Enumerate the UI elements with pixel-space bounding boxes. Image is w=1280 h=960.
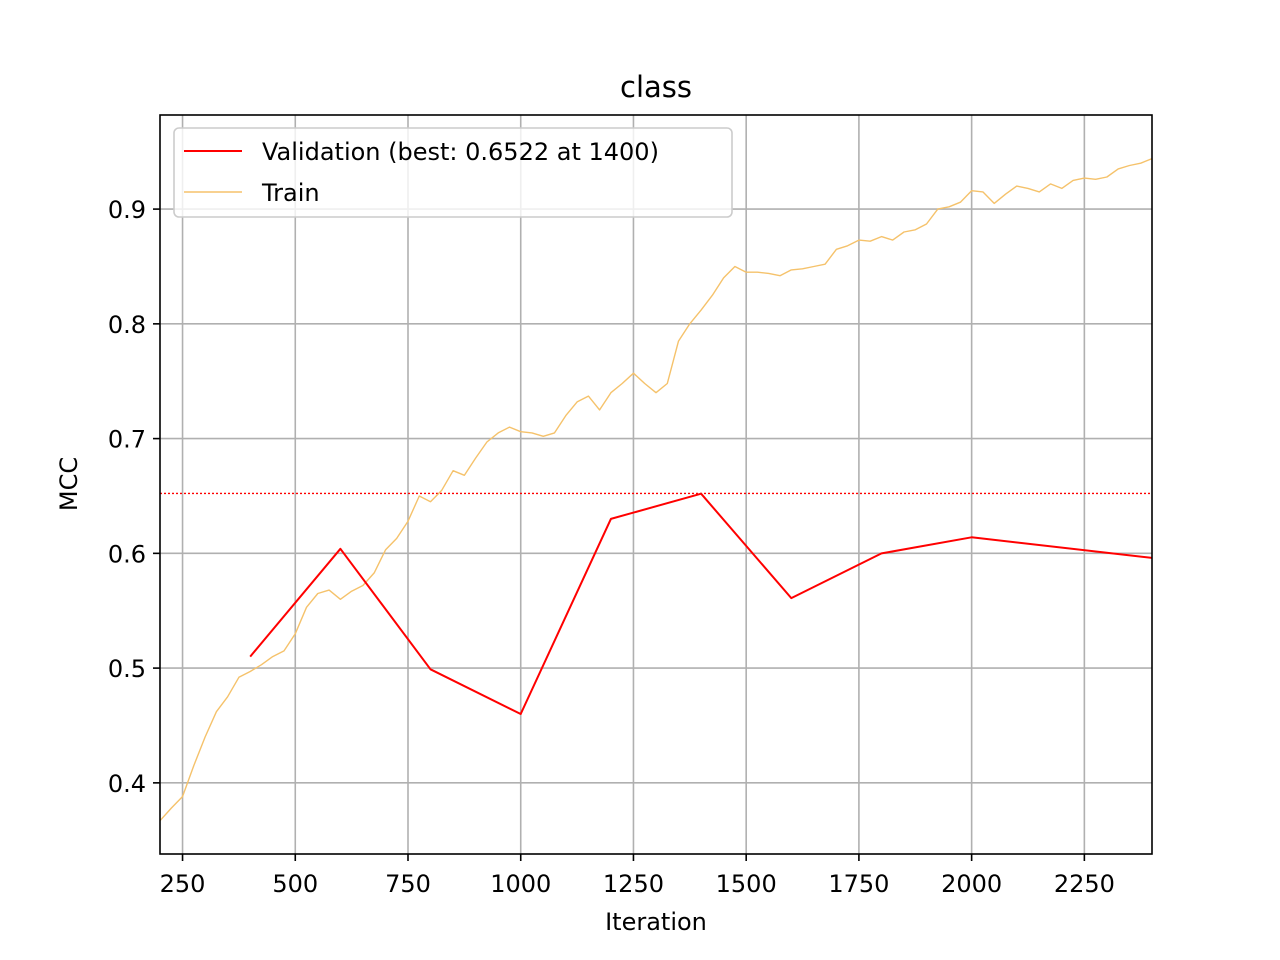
x-tick-label: 1750: [828, 870, 889, 898]
y-tick-label: 0.8: [108, 311, 146, 339]
x-tick-label: 2250: [1054, 870, 1115, 898]
y-tick-label: 0.9: [108, 196, 146, 224]
x-axis: 250 500 750 1000 1250 1500 1750 2000 2250: [160, 854, 1115, 898]
validation-series-line: [249, 492, 1153, 715]
plot-frame: [159, 114, 1153, 855]
plot-background: [160, 115, 1152, 854]
x-tick-label: 1250: [603, 870, 664, 898]
x-tick-label: 500: [272, 870, 318, 898]
x-tick-label: 250: [160, 870, 206, 898]
y-tick-label: 0.7: [108, 426, 146, 454]
plot-area: [159, 114, 1153, 855]
x-axis-label: Iteration: [605, 908, 707, 936]
series-layer: [159, 157, 1153, 822]
legend-label-validation: Validation (best: 0.6522 at 1400): [262, 138, 659, 166]
legend: Validation (best: 0.6522 at 1400) Train: [173, 127, 733, 218]
x-tick-label: 1500: [716, 870, 777, 898]
legend-label-train: Train: [261, 179, 320, 207]
y-tick-label: 0.4: [108, 770, 146, 798]
chart-title: class: [620, 70, 692, 104]
train-series-line: [159, 157, 1153, 822]
y-tick-label: 0.5: [108, 655, 146, 683]
x-tick-label: 2000: [941, 870, 1002, 898]
y-axis-label: MCC: [55, 457, 83, 511]
legend-box: [173, 127, 733, 218]
x-tick-label: 1000: [490, 870, 551, 898]
x-tick-label: 750: [385, 870, 431, 898]
y-tick-label: 0.6: [108, 540, 146, 568]
y-axis: 0.4 0.5 0.6 0.7 0.8 0.9: [108, 196, 160, 798]
